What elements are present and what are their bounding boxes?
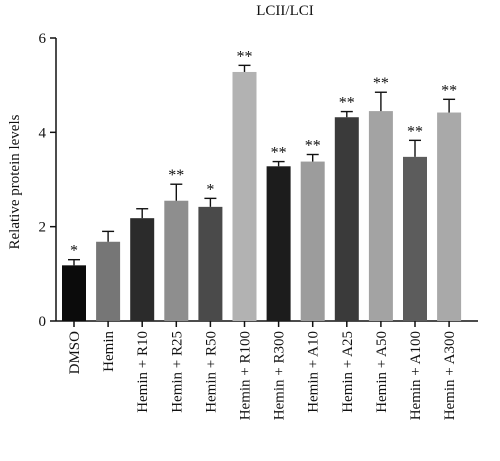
bar [368, 111, 393, 321]
y-tick-label: 0 [39, 314, 47, 330]
category-label: Hemin + R100 [238, 331, 254, 420]
bar [96, 241, 121, 321]
category-label: DMSO [67, 331, 83, 375]
labels-group: * DMSO Hemin Hemin + R10 ** Hemin + R25 * Hemin… [67, 48, 458, 420]
bar [164, 200, 189, 321]
bars-group [62, 64, 462, 322]
bar [266, 166, 291, 321]
category-label: Hemin + R10 [135, 331, 151, 413]
category-label: Hemin + A300 [442, 331, 458, 420]
bar [130, 218, 155, 321]
significance-marker: ** [373, 75, 389, 92]
category-label: Hemin + A25 [340, 331, 356, 413]
significance-marker: ** [407, 123, 423, 140]
y-tick-label: 6 [39, 31, 47, 47]
category-label: Hemin + A100 [408, 331, 424, 420]
chart-title: LCII/LCI [256, 3, 314, 19]
significance-marker: ** [441, 82, 457, 99]
category-label: Hemin + A10 [306, 331, 322, 413]
significance-marker: ** [271, 145, 287, 162]
category-label: Hemin + R25 [169, 331, 185, 413]
bar [300, 161, 325, 321]
bar [403, 156, 427, 321]
y-tick-label: 2 [39, 220, 47, 236]
significance-marker: * [206, 181, 214, 198]
category-label: Hemin + R50 [203, 331, 219, 413]
bar [437, 112, 462, 321]
significance-marker: ** [305, 138, 321, 155]
category-label: Hemin + A50 [374, 331, 390, 413]
bar [62, 265, 86, 321]
significance-marker: ** [339, 95, 355, 112]
significance-marker: * [70, 243, 78, 260]
category-label: Hemin [101, 331, 117, 372]
significance-marker: ** [237, 48, 253, 65]
y-tick-label: 4 [39, 125, 47, 141]
bar [232, 71, 257, 322]
significance-marker: ** [168, 167, 184, 184]
y-axis-label: Relative protein levels [7, 114, 23, 249]
category-label: Hemin + R300 [272, 331, 288, 420]
bar [198, 206, 223, 321]
bar [334, 117, 359, 322]
